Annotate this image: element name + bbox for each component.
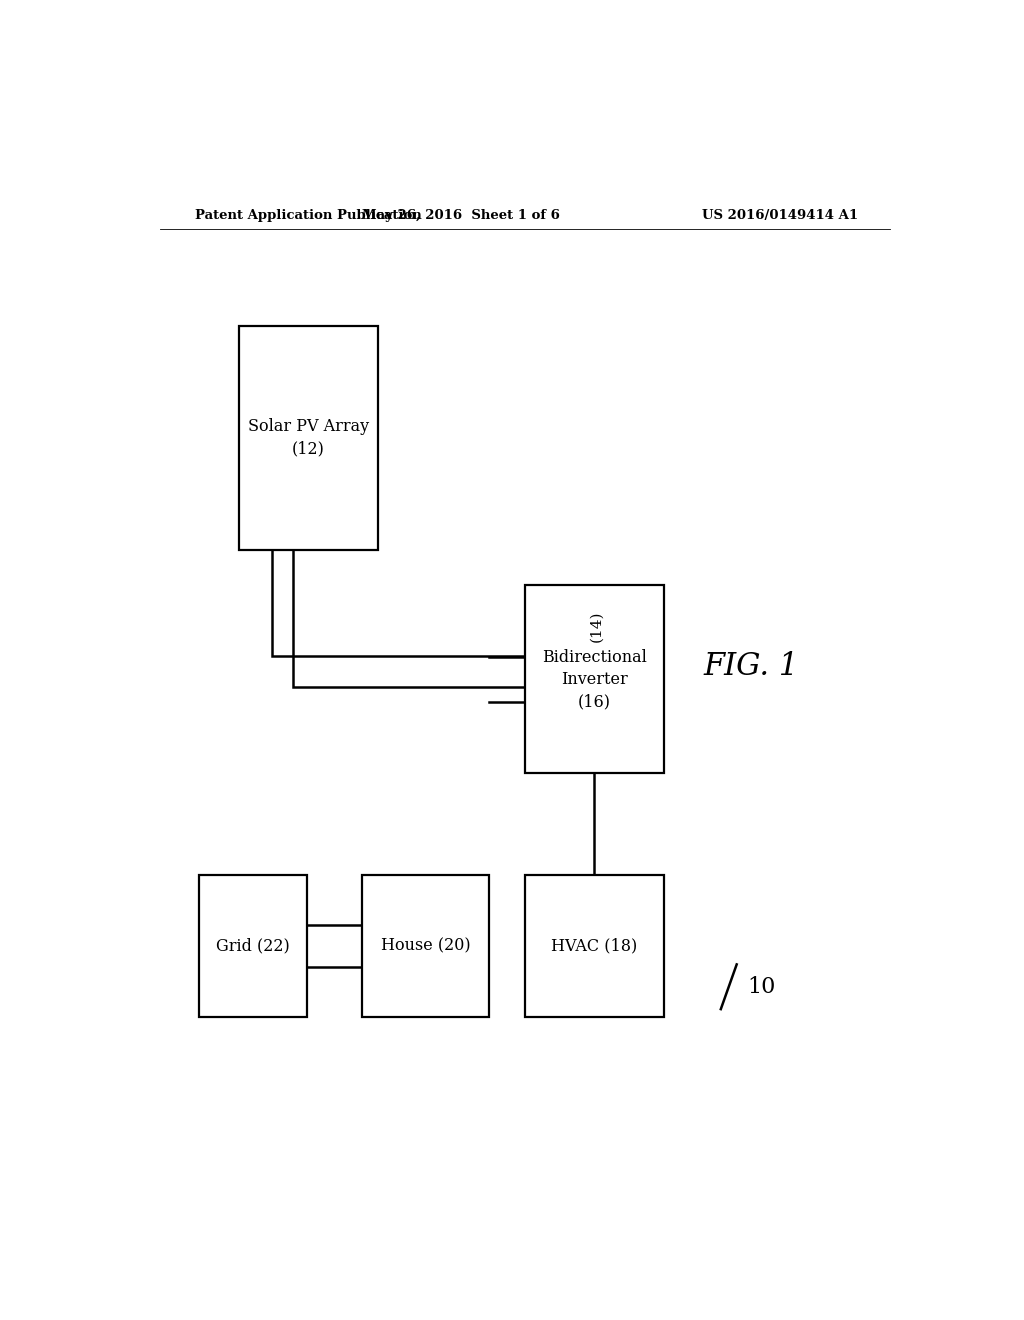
Text: HVAC (18): HVAC (18): [551, 937, 637, 954]
Text: (14): (14): [589, 610, 603, 642]
Text: Solar PV Array
(12): Solar PV Array (12): [248, 418, 369, 458]
Text: Bidirectional
Inverter
(16): Bidirectional Inverter (16): [542, 648, 647, 710]
Text: US 2016/0149414 A1: US 2016/0149414 A1: [702, 209, 858, 222]
Text: House (20): House (20): [381, 937, 470, 954]
Text: May 26, 2016  Sheet 1 of 6: May 26, 2016 Sheet 1 of 6: [362, 209, 560, 222]
Bar: [524, 875, 664, 1018]
Text: FIG. 1: FIG. 1: [703, 651, 799, 682]
Bar: [524, 585, 664, 774]
Bar: [362, 875, 489, 1018]
Text: Patent Application Publication: Patent Application Publication: [196, 209, 422, 222]
Bar: [240, 326, 378, 549]
Text: 10: 10: [748, 975, 775, 998]
Text: Grid (22): Grid (22): [216, 937, 290, 954]
Bar: [200, 875, 306, 1018]
